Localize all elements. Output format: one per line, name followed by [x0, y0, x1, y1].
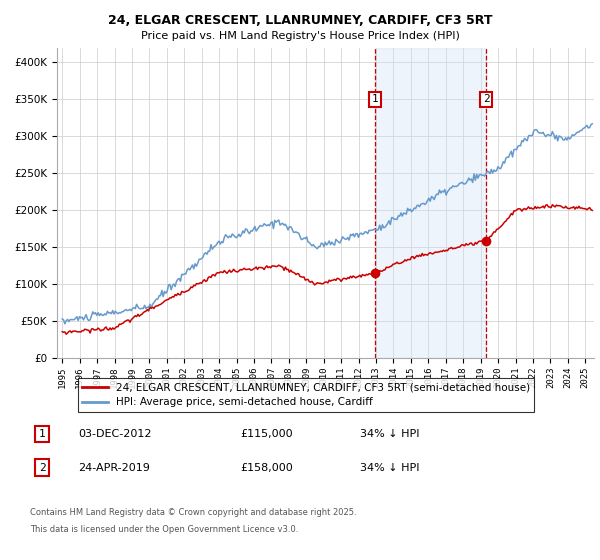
Text: 1: 1 — [371, 95, 378, 104]
Text: 1: 1 — [38, 429, 46, 439]
Bar — [374, 48, 486, 358]
Text: This data is licensed under the Open Government Licence v3.0.: This data is licensed under the Open Gov… — [30, 525, 298, 534]
Text: £115,000: £115,000 — [240, 429, 293, 439]
Text: 2: 2 — [483, 95, 490, 104]
Text: 24-APR-2019: 24-APR-2019 — [78, 463, 150, 473]
Text: £158,000: £158,000 — [240, 463, 293, 473]
Text: Price paid vs. HM Land Registry's House Price Index (HPI): Price paid vs. HM Land Registry's House … — [140, 31, 460, 41]
Text: 2: 2 — [38, 463, 46, 473]
Text: 34% ↓ HPI: 34% ↓ HPI — [360, 429, 419, 439]
Legend: 24, ELGAR CRESCENT, LLANRUMNEY, CARDIFF, CF3 5RT (semi-detached house), HPI: Ave: 24, ELGAR CRESCENT, LLANRUMNEY, CARDIFF,… — [77, 378, 535, 412]
Text: 03-DEC-2012: 03-DEC-2012 — [78, 429, 151, 439]
Text: 34% ↓ HPI: 34% ↓ HPI — [360, 463, 419, 473]
Text: 24, ELGAR CRESCENT, LLANRUMNEY, CARDIFF, CF3 5RT: 24, ELGAR CRESCENT, LLANRUMNEY, CARDIFF,… — [108, 14, 492, 27]
Text: Contains HM Land Registry data © Crown copyright and database right 2025.: Contains HM Land Registry data © Crown c… — [30, 508, 356, 517]
